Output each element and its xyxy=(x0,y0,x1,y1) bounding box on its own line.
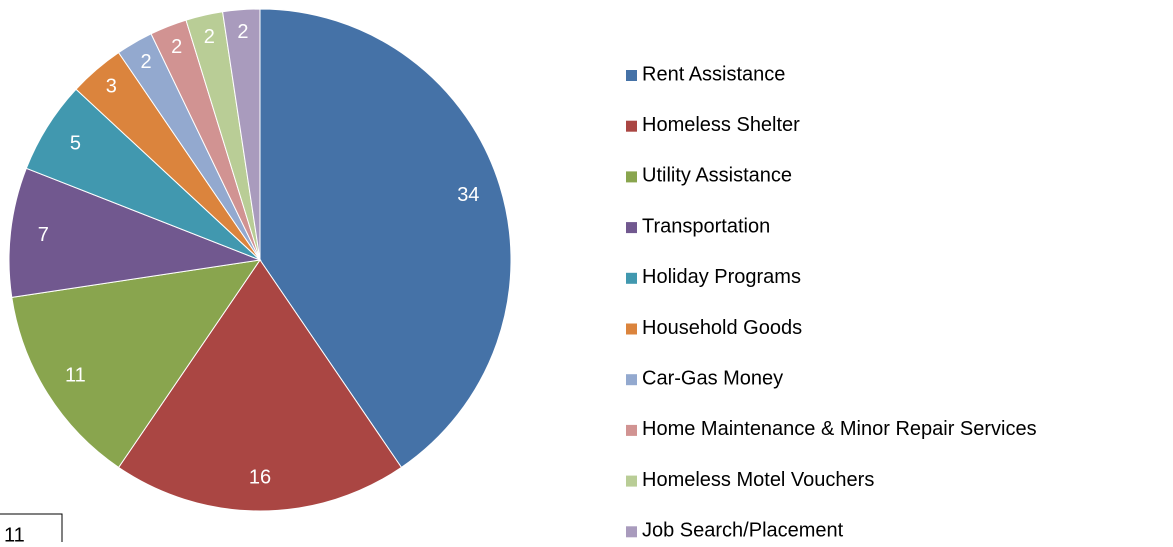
data-label: 7 xyxy=(38,224,49,246)
legend-swatch xyxy=(626,272,637,284)
legend-swatch xyxy=(626,70,637,81)
data-label: 3 xyxy=(106,75,117,97)
cell-box xyxy=(0,513,63,547)
legend-swatch xyxy=(626,120,637,132)
legend-label: Holiday Programs xyxy=(642,266,801,288)
pie-slice xyxy=(117,259,403,512)
legend-label: Household Goods xyxy=(642,317,802,339)
annotation: 11 xyxy=(4,524,25,542)
legend-label: Job Search/Placement xyxy=(642,520,844,542)
legend-swatch xyxy=(626,475,637,487)
legend-swatch xyxy=(626,526,637,538)
legend-label: Rent Assistance xyxy=(642,63,785,85)
pie-slice xyxy=(8,167,262,298)
legend-label: Car-Gas Money xyxy=(642,367,783,389)
legend-swatch xyxy=(626,424,637,436)
data-label: 5 xyxy=(70,132,81,154)
legend-label: Home Maintenance & Minor Repair Services xyxy=(642,418,1037,440)
legend-label: Transportation xyxy=(642,215,770,237)
pie-slice xyxy=(259,8,512,469)
legend-label: Homeless Shelter xyxy=(642,114,800,136)
pie-slice xyxy=(222,8,261,261)
data-label: 2 xyxy=(140,51,151,73)
pie-slice xyxy=(11,259,262,469)
data-label: 2 xyxy=(237,21,248,43)
legend-label: Utility Assistance xyxy=(642,165,792,187)
data-label: 2 xyxy=(204,26,215,48)
legend-swatch xyxy=(626,171,637,183)
legend-swatch xyxy=(626,374,637,386)
legend-swatch xyxy=(626,222,637,234)
data-label: 16 xyxy=(249,466,271,488)
data-label: 11 xyxy=(65,364,86,386)
data-label: 2 xyxy=(171,36,182,58)
legend-label: Homeless Motel Vouchers xyxy=(642,469,874,491)
data-label: 34 xyxy=(457,184,479,206)
legend-swatch xyxy=(626,323,637,335)
